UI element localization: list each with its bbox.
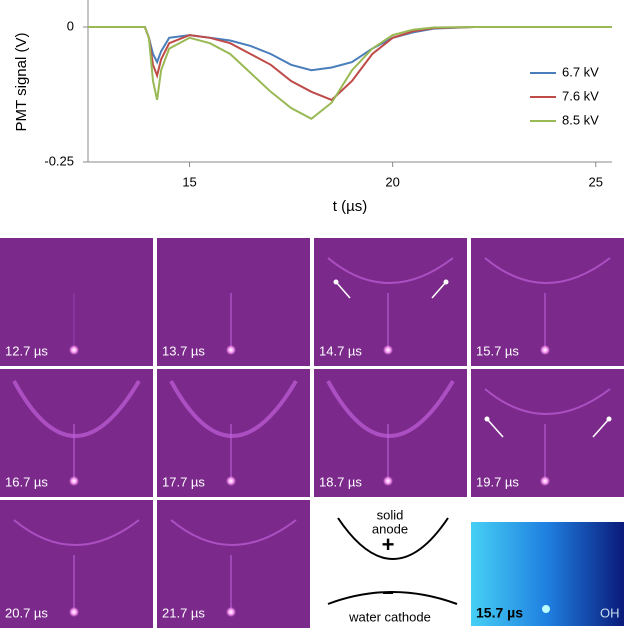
anode-label: anode — [372, 521, 408, 536]
oh-spot — [542, 605, 550, 613]
image-panel — [471, 369, 624, 497]
y-tick-label: 0 — [67, 18, 74, 33]
legend-label: 7.6 kV — [562, 88, 599, 103]
panel-time: 20.7 µs — [5, 605, 48, 620]
image-panel — [471, 238, 624, 366]
series-line — [88, 26, 612, 120]
x-tick-label: 15 — [182, 174, 196, 189]
anode-arc — [337, 517, 449, 560]
arrow — [486, 418, 504, 438]
panel-time: 16.7 µs — [5, 474, 48, 489]
oh-time: 15.7 µs — [476, 605, 523, 621]
image-panel — [0, 238, 153, 366]
arrow-head — [606, 416, 612, 422]
bright-spot — [383, 476, 393, 486]
anode-sign: + — [382, 532, 395, 557]
anode-label: solid — [377, 507, 404, 522]
bright-spot — [226, 607, 236, 617]
schematic: solid anode + − water cathode — [327, 507, 458, 624]
bright-spot — [226, 476, 236, 486]
image-panel — [157, 369, 310, 497]
y-tick-label: -0.25 — [44, 153, 74, 168]
cathode-sign: − — [382, 582, 394, 604]
cathode-label: water cathode — [348, 609, 431, 624]
oh-panel: 15.7 µs OH — [471, 522, 624, 626]
arrow-head — [333, 279, 339, 285]
panel-time: 19.7 µs — [476, 474, 519, 489]
bright-spot — [540, 476, 550, 486]
image-panel — [314, 369, 467, 497]
arrow — [592, 418, 610, 438]
bright-spot — [69, 345, 79, 355]
panel-time: 13.7 µs — [162, 343, 205, 358]
arrow-head — [443, 279, 449, 285]
panel-time: 17.7 µs — [162, 474, 205, 489]
bright-spot — [69, 476, 79, 486]
image-panel — [157, 238, 310, 366]
arrow — [431, 281, 447, 299]
discharge-arc — [169, 379, 298, 438]
x-tick-label: 25 — [589, 174, 603, 189]
image-panel — [314, 238, 467, 366]
y-axis-label: PMT signal (V) — [13, 33, 30, 132]
discharge-arc — [170, 519, 297, 546]
image-panel — [157, 500, 310, 628]
oh-species: OH — [600, 605, 620, 620]
x-axis-label: t (µs) — [333, 198, 367, 215]
image-panel — [0, 500, 153, 628]
image-panel — [0, 369, 153, 497]
bright-spot — [69, 607, 79, 617]
discharge-arc — [13, 519, 140, 546]
image-grid: 12.7 µs 13.7 µs 14.7 µs 15.7 µs 16.7 µs 17.7 … — [0, 238, 624, 628]
discharge-arc — [484, 388, 611, 415]
arrow-head — [484, 416, 490, 422]
bright-spot — [226, 345, 236, 355]
panel-time: 18.7 µs — [319, 474, 362, 489]
panel-time: 14.7 µs — [319, 343, 362, 358]
legend-label: 8.5 kV — [562, 112, 599, 127]
arrow — [335, 281, 351, 299]
discharge-arc — [327, 257, 454, 284]
panel-time: 15.7 µs — [476, 343, 519, 358]
x-tick-label: 20 — [385, 174, 399, 189]
discharge-arc — [12, 379, 141, 438]
discharge-arc — [326, 379, 455, 438]
panel-time: 21.7 µs — [162, 605, 205, 620]
bright-spot — [540, 345, 550, 355]
bright-spot — [383, 345, 393, 355]
legend-label: 6.7 kV — [562, 64, 599, 79]
discharge-arc — [484, 257, 611, 284]
panel-time: 12.7 µs — [5, 343, 48, 358]
cathode-arc — [327, 591, 458, 605]
